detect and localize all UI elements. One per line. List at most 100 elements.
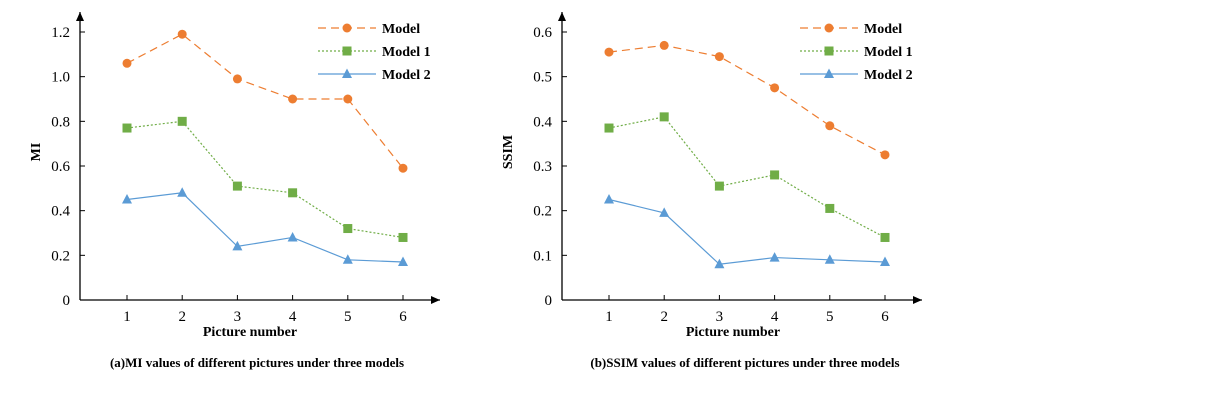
ssim-data-point: [770, 83, 780, 93]
mi-x-tick-label: 4: [289, 309, 297, 325]
ssim-data-point: [604, 123, 614, 133]
mi-data-point: [177, 29, 187, 39]
chart-mi: 0 0.2 0.4 0.6 0.8 1.0 1.2 1 2 3 4 5 6 Picture number M…: [29, 12, 440, 370]
mi-plot-area: 0 0.2 0.4 0.6 0.8 1.0 1.2 1 2 3 4 5 6 Picture number M…: [29, 12, 440, 340]
mi-data-point: [177, 116, 187, 126]
ssim-y-tick-label: 0.2: [533, 204, 552, 220]
ssim-data-point: [880, 232, 890, 242]
ssim-data-point: [880, 256, 890, 267]
ssim-y-tick-label: 0.4: [533, 114, 552, 130]
mi-data-point: [343, 94, 353, 104]
ssim-plot-area: 0 0.1 0.2 0.3 0.4 0.5 0.6 1 2 3 4 5 6 Picture number S…: [501, 12, 922, 340]
mi-data-point: [177, 187, 188, 197]
ssim-series-model-2: [604, 194, 890, 269]
mi-x-tick-label: 5: [344, 309, 352, 325]
ssim-data-point: [770, 170, 780, 180]
ssim-x-axis-title: Picture number: [686, 325, 780, 340]
ssim-x-tick-label: 2: [660, 309, 668, 325]
mi-y-tick-label: 0: [63, 293, 71, 309]
mi-y-tick-label: 0.6: [51, 159, 70, 175]
mi-x-tick-label: 3: [234, 309, 242, 325]
mi-data-point: [288, 94, 298, 104]
mi-data-point: [342, 254, 353, 264]
ssim-series-line: [608, 44, 886, 156]
mi-caption: (a)MI values of different pictures under…: [110, 355, 404, 370]
ssim-data-point: [714, 52, 724, 62]
mi-data-point: [232, 240, 243, 251]
mi-data-point: [122, 58, 132, 68]
ssim-data-point: [714, 258, 725, 269]
mi-x-tick-label: 1: [123, 309, 131, 325]
ssim-data-point: [824, 254, 835, 264]
ssim-data-point: [659, 112, 669, 122]
mi-data-point: [232, 181, 242, 191]
ssim-x-tick-label: 6: [881, 309, 889, 325]
ssim-legend-label: Model 1: [864, 45, 913, 60]
ssim-y-tick-label: 0.3: [533, 159, 552, 175]
ssim-y-tick-label: 0.6: [533, 25, 552, 41]
mi-data-point: [343, 224, 353, 234]
mi-series-line: [126, 192, 404, 263]
ssim-series-line: [608, 198, 886, 265]
mi-legend-marker: [342, 23, 352, 33]
ssim-legend-item: Model 2: [800, 68, 913, 83]
ssim-legend-label: Model: [864, 22, 902, 37]
ssim-y-tick-label: 0.5: [533, 70, 552, 86]
mi-y-tick-label: 1.2: [51, 25, 70, 41]
ssim-data-point: [769, 252, 780, 262]
ssim-x-tick-label: 5: [826, 309, 834, 325]
ssim-data-point: [659, 40, 669, 50]
mi-data-point: [232, 74, 242, 84]
mi-series-line: [126, 33, 404, 169]
mi-data-point: [287, 231, 298, 242]
ssim-series-model: [604, 40, 890, 160]
ssim-legend-marker: [824, 23, 834, 33]
ssim-legend-label: Model 2: [864, 68, 913, 83]
ssim-data-point: [825, 121, 835, 131]
ssim-x-tick-label: 3: [716, 309, 724, 325]
ssim-series-line: [608, 116, 886, 238]
mi-legend-label: Model: [382, 22, 420, 37]
ssim-data-point: [604, 194, 614, 204]
mi-data-point: [398, 256, 408, 267]
mi-y-tick-label: 0.2: [51, 248, 70, 264]
mi-legend-marker: [342, 46, 352, 56]
ssim-data-point: [714, 181, 724, 191]
ssim-x-tick-label: 4: [771, 309, 779, 325]
ssim-data-point: [825, 203, 835, 213]
ssim-y-axis-title: SSIM: [501, 135, 516, 169]
ssim-data-point: [659, 207, 670, 217]
mi-legend-label: Model 2: [382, 68, 431, 83]
mi-series-model-1: [122, 116, 408, 242]
mi-series-model-2: [122, 187, 408, 267]
ssim-x-tick-label: 1: [605, 309, 613, 325]
ssim-y-tick-label: 0: [545, 293, 553, 309]
mi-x-tick-label: 6: [399, 309, 407, 325]
mi-y-axis-title: MI: [29, 143, 44, 162]
mi-legend-label: Model 1: [382, 45, 431, 60]
mi-data-point: [122, 123, 132, 133]
mi-data-point: [288, 188, 298, 198]
mi-data-point: [398, 232, 408, 242]
mi-legend-item: Model 2: [318, 68, 431, 83]
ssim-data-point: [604, 47, 614, 57]
ssim-series-model-1: [604, 112, 890, 242]
mi-series-model: [122, 29, 408, 173]
ssim-y-tick-label: 0.1: [533, 248, 552, 264]
mi-x-tick-label: 2: [178, 309, 186, 325]
chart-ssim: 0 0.1 0.2 0.3 0.4 0.5 0.6 1 2 3 4 5 6 Picture number S…: [501, 12, 922, 370]
ssim-legend-item: Model 1: [800, 45, 913, 60]
mi-legend-item: Model 1: [318, 45, 431, 60]
mi-y-tick-label: 0.8: [51, 114, 70, 130]
ssim-legend-marker: [824, 68, 834, 78]
ssim-caption: (b)SSIM values of different pictures und…: [590, 355, 899, 370]
ssim-legend-marker: [824, 46, 834, 56]
ssim-legend-item: Model: [800, 22, 902, 37]
mi-data-point: [398, 163, 408, 173]
mi-y-tick-label: 0.4: [51, 204, 70, 220]
mi-legend-item: Model: [318, 22, 420, 37]
mi-legend-marker: [342, 68, 352, 78]
mi-y-tick-label: 1.0: [51, 70, 70, 86]
mi-series-line: [126, 120, 404, 239]
